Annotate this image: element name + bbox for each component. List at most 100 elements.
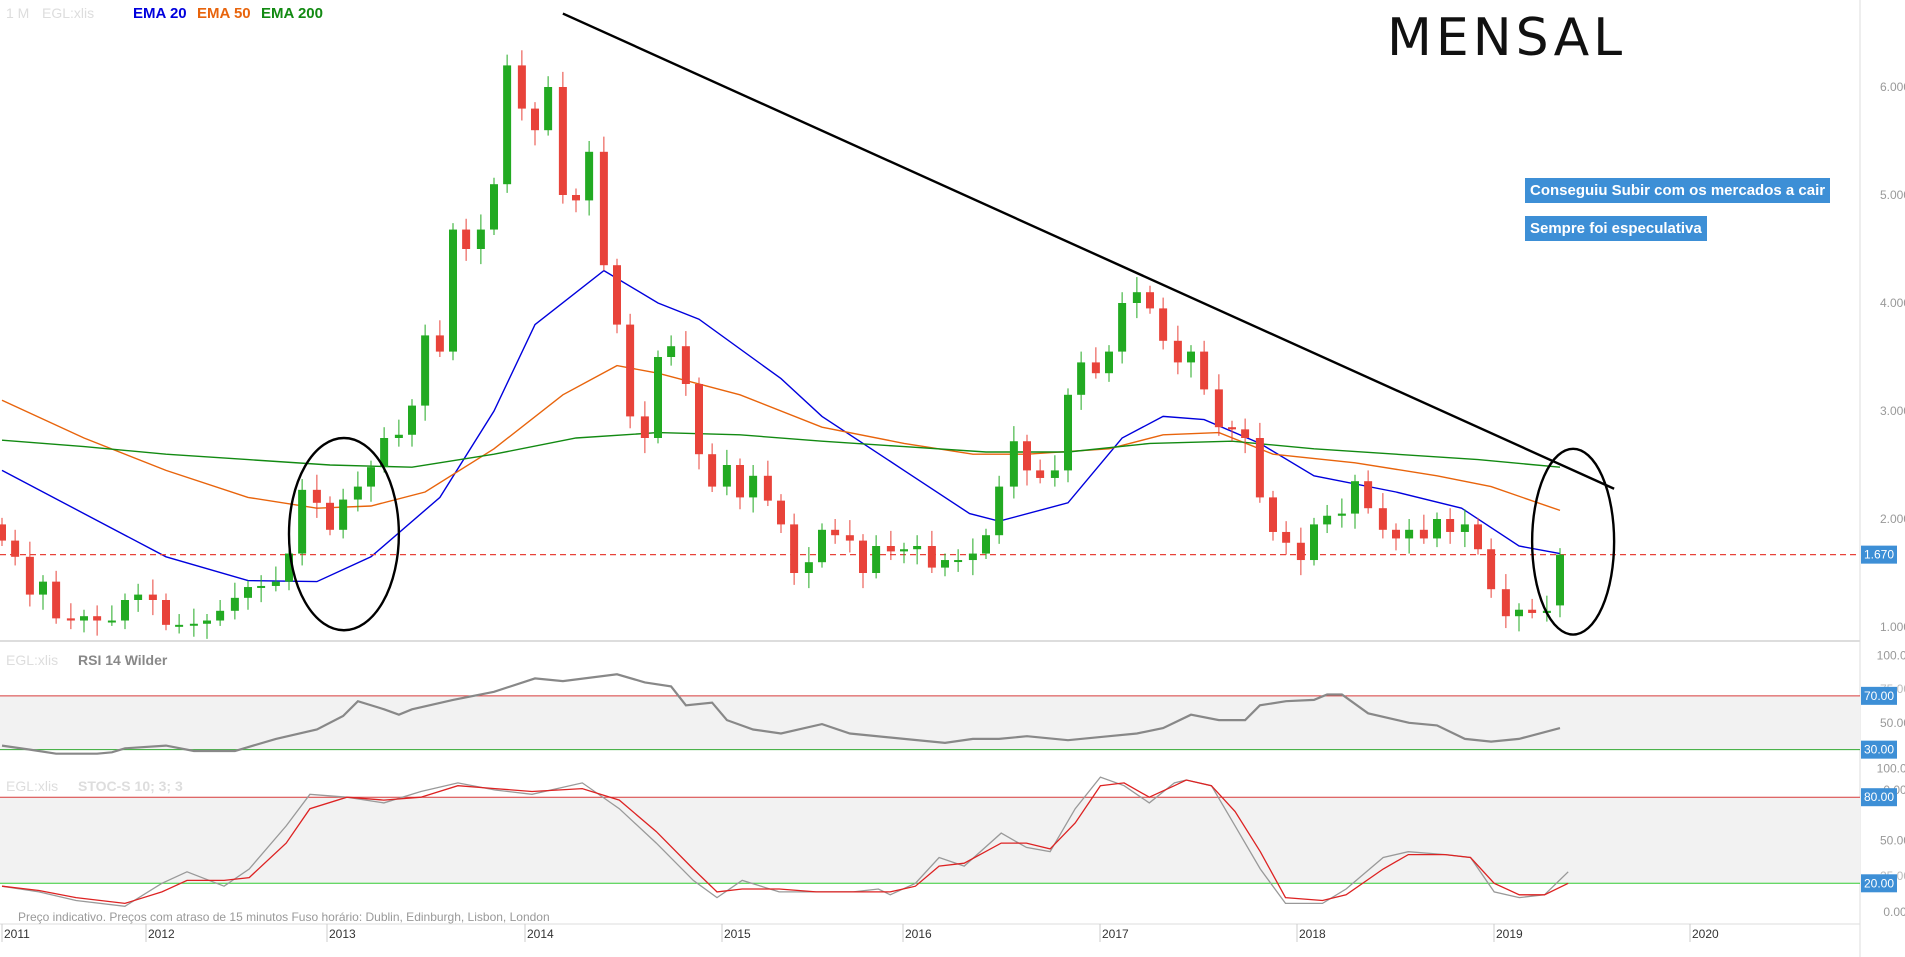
handwritten-title: MENSAL bbox=[1387, 8, 1626, 68]
stoch-d-line bbox=[1, 779, 1569, 905]
candle-body bbox=[244, 587, 252, 598]
candle-body bbox=[203, 620, 211, 624]
hand-drawn-circle-2 bbox=[1530, 447, 1616, 636]
candle-body bbox=[954, 560, 963, 563]
candle-body bbox=[599, 151, 608, 266]
candle-body bbox=[1064, 394, 1072, 471]
candle-body bbox=[1337, 513, 1346, 516]
candle-body bbox=[900, 549, 908, 552]
candle-body bbox=[230, 597, 239, 611]
candle-body bbox=[613, 265, 621, 325]
candle-body bbox=[1159, 308, 1168, 341]
candle-body bbox=[1446, 519, 1455, 532]
hand-drawn-circle-1 bbox=[287, 436, 401, 632]
candle-body bbox=[0, 524, 6, 541]
candle-body bbox=[1214, 389, 1223, 428]
x-axis-label: 2018 bbox=[1299, 927, 1326, 941]
candle-body bbox=[736, 465, 744, 498]
candle-body bbox=[886, 546, 895, 552]
candle-body bbox=[640, 416, 649, 438]
candle-body bbox=[667, 346, 676, 357]
instrument-label: EGL:xlis bbox=[42, 5, 94, 21]
candle-body bbox=[1269, 497, 1277, 532]
candle-body bbox=[39, 581, 47, 595]
candle-body bbox=[1091, 362, 1100, 374]
candle-body bbox=[722, 465, 731, 487]
stoch-tick-label: 50.00 bbox=[1880, 833, 1905, 847]
candle-body bbox=[462, 229, 471, 249]
candle-body bbox=[749, 475, 758, 498]
candle-body bbox=[1474, 524, 1482, 550]
x-axis-label: 2012 bbox=[148, 927, 175, 941]
rsi-line bbox=[1, 673, 1561, 755]
candle-body bbox=[421, 335, 430, 406]
candle-body bbox=[818, 529, 826, 563]
x-axis-label: 2014 bbox=[527, 927, 554, 941]
candle-body bbox=[859, 540, 867, 573]
rsi-tick-label: 100.00 bbox=[1877, 649, 1905, 663]
candle-body bbox=[1351, 481, 1359, 514]
candle-body bbox=[408, 405, 416, 435]
candle-body bbox=[216, 610, 225, 621]
candle-body bbox=[1392, 529, 1400, 539]
candle-body bbox=[982, 535, 990, 554]
candle-body bbox=[1200, 351, 1209, 390]
candle-body bbox=[1023, 441, 1031, 471]
candle-body bbox=[1255, 438, 1264, 498]
candle-body bbox=[927, 546, 936, 568]
stoch-level-label-bg bbox=[1861, 874, 1897, 893]
stoch-level-label-bg bbox=[1861, 788, 1897, 807]
candle-body bbox=[804, 562, 813, 573]
candle-body bbox=[941, 560, 949, 568]
candle-body bbox=[367, 467, 375, 487]
candle-body bbox=[285, 553, 293, 582]
candle-body bbox=[148, 594, 157, 600]
candle-body bbox=[558, 87, 567, 195]
candle-body bbox=[626, 324, 635, 417]
candle-body bbox=[1364, 481, 1373, 509]
stoch-band bbox=[0, 797, 1860, 884]
candle-body bbox=[25, 556, 34, 595]
candle-body bbox=[1105, 351, 1113, 374]
candle-body bbox=[572, 195, 580, 201]
candle-body bbox=[435, 335, 444, 352]
candle-body bbox=[872, 546, 881, 573]
candle-body bbox=[353, 486, 362, 500]
legend-ema-50: EMA 50 bbox=[197, 5, 251, 22]
candle-body bbox=[1132, 292, 1141, 303]
candle-body bbox=[1241, 429, 1250, 438]
candle-body bbox=[1173, 340, 1182, 363]
stoch-label: STOC-S 10; 3; 3 bbox=[78, 778, 183, 794]
candle-body bbox=[1146, 292, 1154, 309]
x-axis-label: 2017 bbox=[1102, 927, 1129, 941]
candle-body bbox=[1323, 515, 1332, 525]
annotation-1: Conseguiu Subir com os mercados a cair bbox=[1525, 178, 1831, 203]
candle-body bbox=[339, 499, 348, 530]
candle-body bbox=[66, 618, 75, 621]
candle-body bbox=[1528, 609, 1537, 613]
candle-body bbox=[1419, 529, 1428, 539]
candle-body bbox=[777, 500, 785, 525]
rsi-level-label: 30.00 bbox=[1864, 743, 1894, 757]
candle-body bbox=[1050, 470, 1059, 478]
candle-body bbox=[271, 581, 280, 586]
annotation-2: Sempre foi especulativa bbox=[1525, 216, 1707, 241]
candle-body bbox=[517, 65, 526, 109]
price-tick-label: 1.000 bbox=[1880, 620, 1905, 634]
rsi-level-label-bg bbox=[1861, 686, 1897, 705]
candle-body bbox=[134, 594, 143, 600]
price-tick-label: 2.000 bbox=[1880, 512, 1905, 526]
candle-body bbox=[449, 229, 457, 352]
candle-body bbox=[1077, 362, 1086, 395]
price-tick-label: 3.000 bbox=[1880, 404, 1905, 418]
candle-body bbox=[995, 486, 1004, 536]
legend-ema-20: EMA 20 bbox=[133, 5, 187, 22]
candle-body bbox=[298, 489, 307, 554]
stoch-tick-label: 0.00 bbox=[1883, 905, 1905, 919]
candle-body bbox=[695, 384, 703, 455]
candle-body bbox=[831, 529, 840, 536]
x-axis-label: 2011 bbox=[4, 927, 30, 941]
candle-body bbox=[708, 454, 717, 487]
price-tick-label: 6.000 bbox=[1880, 80, 1905, 94]
